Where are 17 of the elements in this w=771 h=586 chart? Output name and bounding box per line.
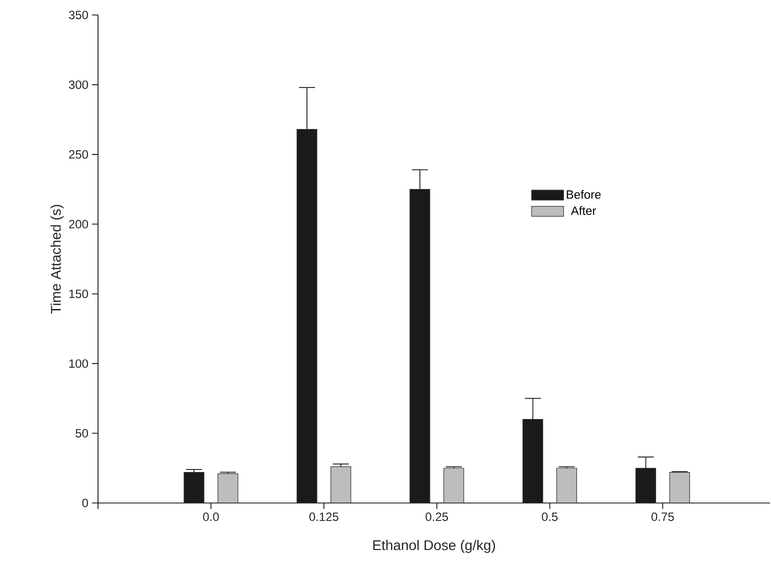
x-tick-label: 0.75 — [652, 512, 674, 522]
y-tick-label: 50 — [76, 429, 88, 438]
y-tick-label: 100 — [69, 359, 88, 368]
x-axis-title: Ethanol Dose (g/kg) — [373, 540, 495, 553]
x-tick-label: 0.0 — [203, 512, 219, 522]
legend-label: After — [570, 206, 596, 215]
y-tick-label: 0 — [82, 498, 88, 508]
y-tick-label: 300 — [68, 80, 88, 89]
y-tick-label: 250 — [69, 150, 88, 159]
y-tick-label: 150 — [69, 290, 88, 298]
y-axis-title: Time Attached (s) — [50, 204, 64, 314]
legend-label: Before — [566, 190, 601, 199]
x-tick-label: 0.25 — [426, 512, 448, 522]
y-tick-label: 200 — [69, 220, 88, 228]
x-tick-label: 0.125 — [309, 512, 338, 522]
x-tick-label: 0.5 — [542, 512, 558, 522]
y-tick-label: 350 — [68, 10, 88, 20]
